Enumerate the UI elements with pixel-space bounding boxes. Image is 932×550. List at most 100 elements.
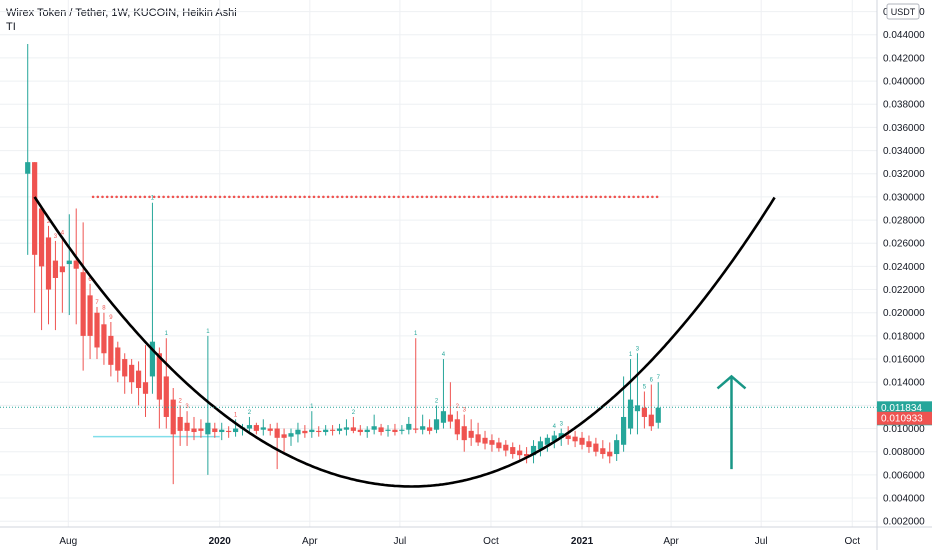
td-count-label: 3 (560, 422, 564, 428)
candle-body (517, 450, 523, 456)
x-tick-label: 2020 (209, 536, 232, 547)
x-tick-label: Jul (393, 536, 406, 547)
candle-body (59, 266, 65, 273)
candle-body (316, 430, 322, 433)
y-tick-label: 0.024000 (883, 262, 925, 273)
candle-body (191, 428, 197, 433)
y-tick-label: 0.016000 (883, 355, 925, 366)
candle-body (641, 407, 647, 417)
candle-body (586, 441, 592, 448)
candle-body (634, 405, 641, 412)
td-count-label: 1 (629, 352, 633, 358)
candle-body (52, 260, 59, 278)
td-count-label: 2 (248, 410, 252, 416)
cup-pattern-curve (33, 196, 776, 488)
candle-body (614, 440, 620, 455)
candle-body (309, 429, 315, 433)
candle-body (329, 429, 336, 431)
candle-body (38, 208, 45, 267)
price-axis[interactable]: 0.002000 0.004000 0.006000 0.008000 0.010000… (876, 0, 925, 550)
candle-body (336, 428, 343, 431)
candle-body (246, 425, 253, 429)
candle-body (73, 260, 79, 269)
td-count-label: 1 (151, 196, 155, 202)
candle-body (343, 427, 350, 430)
candle-body (260, 427, 266, 430)
x-tick-label: Apr (663, 536, 679, 547)
candle-body (323, 429, 329, 433)
candle-body (281, 434, 287, 438)
y-tick-label: 0.036000 (883, 123, 925, 134)
td-count-label: 2 (47, 219, 51, 225)
candle-body (461, 426, 467, 441)
candle-body (440, 411, 447, 423)
candle-body (385, 429, 391, 431)
candle-body (205, 422, 211, 435)
candle-body (149, 341, 156, 377)
candle-body (482, 437, 488, 444)
candle-body (655, 407, 661, 423)
candle-body (600, 448, 606, 455)
y-tick-label: 0.032000 (883, 169, 925, 180)
candle-body (537, 441, 544, 450)
y-tick-label: 0.014000 (883, 378, 925, 389)
candle-body (135, 370, 142, 389)
drawing-layer (33, 195, 776, 488)
x-tick-label: Oct (483, 536, 499, 547)
td-count-label: 9 (109, 315, 113, 321)
candle-body (45, 237, 52, 290)
indicator-label[interactable]: TI (6, 21, 16, 33)
currency-label: USDT (891, 7, 916, 17)
candle-body (627, 399, 634, 429)
y-tick-label: 0.042000 (883, 53, 925, 64)
x-tick-label: Oct (844, 536, 860, 547)
candle-body (274, 428, 280, 438)
candle-body (108, 335, 114, 365)
candle-body (503, 444, 509, 451)
candle-body (94, 312, 100, 348)
td-count-label: 3 (54, 234, 58, 240)
td-count-label: 2 (178, 398, 182, 404)
candle-body (184, 422, 190, 431)
candle-body (129, 364, 135, 383)
candle-body (565, 435, 571, 439)
td-count-label: 7 (95, 300, 99, 306)
symbol-title[interactable]: Wirex Token / Tether, 1W, KUCOIN, Heikin… (6, 7, 237, 19)
candle-body (551, 435, 557, 442)
y-tick-label: 0.002000 (883, 517, 925, 528)
candle-body (101, 324, 107, 354)
y-tick-label: 0.030000 (883, 192, 925, 203)
candles-layer (25, 44, 661, 485)
y-tick-label: 0.008000 (883, 447, 925, 458)
x-tick-label: Aug (59, 536, 77, 547)
td-count-label: 4 (61, 230, 65, 236)
candle-body (510, 447, 516, 455)
candle-body (219, 429, 225, 433)
candle-body (475, 434, 481, 443)
td-count-label: 8 (102, 306, 106, 312)
y-tick-label: 0.040000 (883, 77, 925, 88)
candle-body (253, 425, 259, 431)
chart-header: Wirex Token / Tether, 1W, KUCOIN, Heikin… (6, 6, 237, 34)
current-price-value: 0.011834 (881, 403, 922, 414)
y-tick-label: 0.018000 (883, 331, 925, 342)
candle-body (426, 427, 433, 431)
candle-body (156, 353, 162, 400)
candle-body (232, 428, 239, 433)
y-tick-label: 0.022000 (883, 285, 925, 296)
td-count-label: 3 (185, 404, 189, 410)
time-axis[interactable]: Aug 2020 Apr Jul Oct 2021 Apr Jul Oct (0, 526, 932, 547)
candle-body (420, 426, 426, 430)
candle-body (447, 414, 453, 422)
previous-price-badge (877, 411, 932, 425)
candle-body (413, 428, 419, 430)
y-tick-label: 0.034000 (883, 146, 925, 157)
candle-body (32, 162, 38, 255)
candle-body (496, 442, 502, 449)
candle-body (454, 419, 460, 435)
td-count-label: 7 (657, 375, 661, 381)
candle-body (288, 433, 294, 437)
y-tick-label: 0.006000 (883, 470, 925, 481)
